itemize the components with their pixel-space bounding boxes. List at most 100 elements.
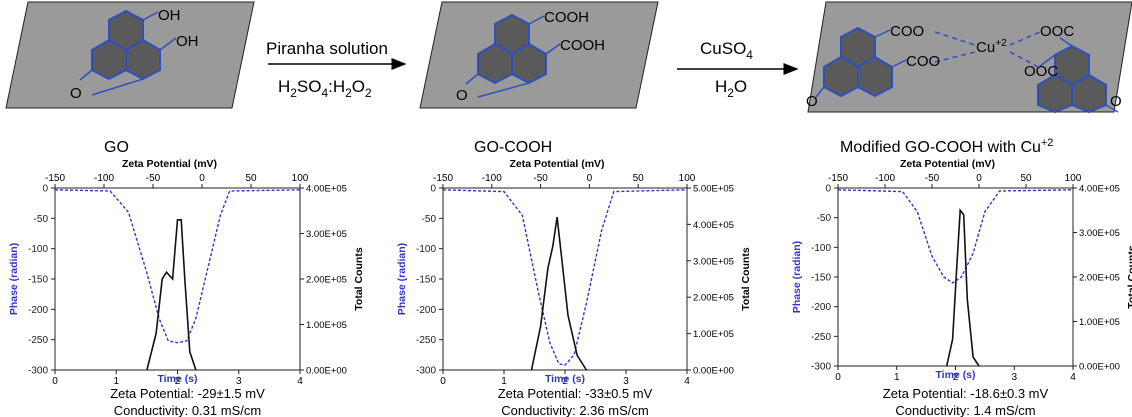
left-tick-label: -250 (416, 335, 436, 346)
right-tick-label: 0.00E+00 (693, 366, 734, 377)
go-cooh-cu-label: Modified GO-COOH with Cu+2 (840, 137, 1053, 156)
left-tick-label: -100 (811, 243, 831, 254)
zeta-panel-go-cooh-cu: Zeta Potential (mV) -150 -100 -50 0 50 100 0 -50… (791, 158, 1132, 417)
reaction-arrow-1: Piranha solution H2SO4:H2O2 (266, 39, 407, 100)
bottom-tick-label: 1 (501, 376, 507, 387)
phase-plot-line (54, 189, 301, 344)
top-tick-label: -50 (925, 173, 940, 184)
left-tick-label: -50 (34, 214, 49, 225)
plot-frame (442, 187, 688, 371)
left-tick-label: -250 (811, 332, 831, 343)
arrow2-reagent-top: CuSO4 (700, 39, 753, 62)
right-axis-label: Total Counts (740, 247, 752, 311)
bottom-tick-label: 1 (894, 372, 900, 383)
go-label: GO (104, 139, 129, 156)
right-tick-label: 2.00E+05 (693, 293, 734, 304)
right-tick-label: 5.00E+05 (693, 184, 734, 195)
zeta-potential-caption: Zeta Potential: -29±1.5 mV (110, 386, 265, 401)
top-tick-label: 100 (292, 173, 309, 184)
left-tick-label: 0 (42, 184, 48, 195)
bottom-tick-label: 3 (623, 376, 629, 387)
top-tick-label: -150 (828, 173, 848, 184)
arrow2-reagent-bottom: H2O (715, 77, 747, 100)
top-tick-label: -50 (146, 173, 161, 184)
cooh-cu-group-left-2: COO (906, 53, 940, 70)
conductivity-caption: Conductivity: 0.31 mS/cm (114, 403, 261, 417)
top-tick-label: 100 (1065, 173, 1082, 184)
zeta-potential-caption: Zeta Potential: -33±0.5 mV (498, 386, 653, 401)
go-group-oh-1: OH (158, 7, 181, 24)
top-axis-label: Zeta Potential (mV) (509, 158, 604, 170)
left-tick-label: -150 (28, 275, 48, 286)
cooh-cu-ring-oxygen-right: O (1110, 93, 1122, 110)
left-tick-label: -50 (422, 214, 437, 225)
left-axis-label: Phase (radian) (8, 243, 20, 315)
right-tick-label: 4.00E+05 (306, 184, 347, 195)
go-group-oh-2: OH (176, 33, 199, 50)
bottom-tick-label: 4 (297, 376, 303, 387)
bottom-tick-label: 4 (1070, 372, 1076, 383)
right-tick-label: 4.00E+05 (693, 220, 734, 231)
left-tick-label: 0 (825, 184, 831, 195)
go-cooh-group-1: COOH (544, 9, 589, 26)
top-tick-label: 0 (199, 173, 205, 184)
phase-plot-line (837, 189, 1074, 284)
bottom-tick-label: 4 (684, 376, 690, 387)
zeta-panel-go-cooh: Zeta Potential (mV) -150 -100 -50 0 50 100 0 -50… (396, 158, 752, 417)
right-axis-label: Total Counts (1126, 245, 1132, 309)
top-tick-label: -100 (94, 173, 114, 184)
right-axis-label: Total Counts (353, 247, 365, 311)
reaction-arrow-2: CuSO4 H2O (677, 39, 799, 100)
cooh-cu-group-right-2: OOC (1024, 63, 1058, 80)
cooh-cu-group-left-1: COO (890, 23, 924, 40)
bottom-tick-label: 2 (562, 376, 568, 387)
left-tick-label: -100 (28, 244, 48, 255)
top-tick-label: -150 (45, 173, 65, 184)
count-distribution-line (945, 208, 980, 367)
right-tick-label: 0.00E+00 (306, 366, 347, 377)
right-tick-label: 0.00E+00 (1079, 362, 1120, 373)
go-cooh-sheet-structure: COOH COOH O (419, 1, 659, 109)
left-tick-label: -300 (28, 366, 48, 377)
top-axis-label: Zeta Potential (mV) (122, 158, 217, 170)
count-distribution-line (146, 219, 197, 371)
bottom-tick-label: 2 (175, 376, 181, 387)
right-tick-label: 2.00E+05 (1079, 273, 1120, 284)
cooh-cu-ring-oxygen-left: O (806, 93, 818, 110)
top-tick-label: 50 (245, 173, 257, 184)
bottom-tick-label: 1 (113, 376, 119, 387)
right-tick-label: 1.00E+05 (306, 320, 347, 331)
left-tick-label: -150 (811, 273, 831, 284)
right-tick-label: 3.00E+05 (306, 229, 347, 240)
left-axis-label: Phase (radian) (396, 243, 408, 315)
right-tick-label: 4.00E+05 (1079, 184, 1120, 195)
left-tick-label: -300 (811, 362, 831, 373)
go-ring-oxygen: O (70, 85, 82, 102)
top-tick-label: 50 (633, 173, 645, 184)
right-tick-label: 2.00E+05 (306, 275, 347, 286)
cooh-cu-group-right-1: OOC (1040, 23, 1074, 40)
top-tick-label: -150 (433, 173, 453, 184)
bottom-tick-label: 3 (236, 376, 242, 387)
left-tick-label: -250 (28, 335, 48, 346)
go-cooh-group-2: COOH (560, 37, 605, 54)
top-tick-label: -100 (875, 173, 895, 184)
bottom-axis-label: Time (s) (157, 373, 197, 385)
top-tick-label: 0 (587, 173, 593, 184)
top-axis-label: Zeta Potential (mV) (900, 158, 995, 170)
zeta-panel-go: Zeta Potential (mV) -150 -100 -50 0 50 100 0 -50… (8, 158, 365, 417)
left-tick-label: -200 (416, 305, 436, 316)
left-tick-label: -200 (811, 302, 831, 313)
conductivity-caption: Conductivity: 2.36 mS/cm (501, 403, 648, 417)
top-tick-label: 100 (679, 173, 696, 184)
go-sheet-structure: OH OH O (5, 1, 255, 109)
left-tick-label: 0 (430, 184, 436, 195)
left-axis-label: Phase (radian) (791, 241, 803, 313)
bottom-tick-label: 0 (52, 376, 58, 387)
left-tick-label: -200 (28, 305, 48, 316)
left-tick-label: -300 (416, 366, 436, 377)
left-tick-label: -100 (416, 244, 436, 255)
bottom-tick-label: 2 (953, 372, 959, 383)
right-tick-label: 3.00E+05 (1079, 228, 1120, 239)
